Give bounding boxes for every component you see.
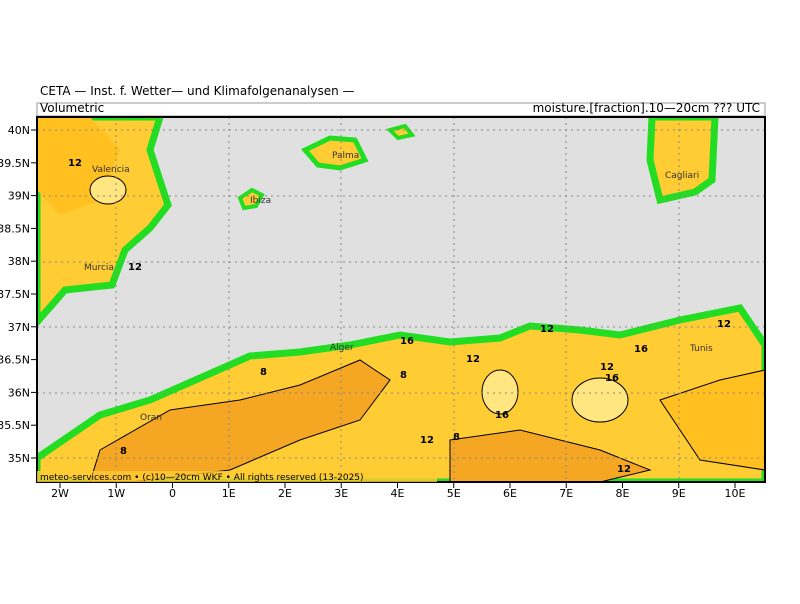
lon-label: 6E	[503, 487, 517, 500]
subtitle-right: moisture.[fraction].10—20cm ??? UTC	[533, 101, 760, 115]
lon-label: 5E	[447, 487, 461, 500]
lat-label: 40N	[8, 124, 30, 137]
lon-label: 1E	[222, 487, 236, 500]
place-label: Tunis	[689, 344, 713, 354]
contour-label: 12	[128, 262, 142, 273]
title: CETA — Inst. f. Wetter— und Klimafolgena…	[40, 84, 355, 98]
lat-label: 37.5N	[0, 288, 30, 301]
lat-label: 39N	[8, 190, 30, 203]
place-label: Palma	[332, 151, 359, 161]
place-label: Alger	[330, 343, 354, 353]
contour-label: 8	[260, 367, 267, 378]
contour-label: 16	[605, 373, 619, 384]
lon-label: 2E	[278, 487, 292, 500]
lat-label: 36.5N	[0, 354, 30, 367]
lat-label: 35.5N	[0, 419, 30, 432]
place-label: Murcia	[84, 263, 114, 273]
lat-label: 38N	[8, 255, 30, 268]
graticule	[37, 117, 765, 482]
lon-label: 2W	[51, 487, 69, 500]
contour-label: 16	[495, 410, 509, 421]
lat-label: 36N	[8, 386, 30, 399]
contour-label: 12	[717, 319, 731, 330]
place-label: Oran	[140, 413, 162, 423]
contour-label: 8	[120, 446, 127, 457]
place-label: Valencia	[92, 165, 130, 175]
lon-label: 0	[169, 487, 176, 500]
footer: meteo-services.com • (c)10—20cm WKF • Al…	[40, 473, 364, 483]
contour-label: 12	[540, 324, 554, 335]
contour-label: 16	[634, 344, 648, 355]
contour-label: 12	[600, 362, 614, 373]
contour-label: 16	[400, 336, 414, 347]
lon-label: 10E	[725, 487, 746, 500]
map	[37, 117, 765, 482]
footer-bg	[37, 471, 437, 482]
contour-label: 8	[400, 370, 407, 381]
lon-label: 7E	[559, 487, 573, 500]
lat-label: 35N	[8, 452, 30, 465]
lat-label: 39.5N	[0, 157, 30, 170]
lat-label: 38.5N	[0, 222, 30, 235]
contour-label: 12	[68, 158, 82, 169]
lon-label: 8E	[616, 487, 630, 500]
lon-label: 9E	[672, 487, 686, 500]
place-label: Cagliari	[665, 171, 699, 181]
lon-label: 3E	[334, 487, 348, 500]
lon-label: 4E	[391, 487, 405, 500]
subtitle-left: Volumetric	[40, 101, 104, 115]
contour-label: 12	[420, 435, 434, 446]
lon-label: 1W	[107, 487, 125, 500]
contour-label: 12	[617, 464, 631, 475]
contour-label: 8	[453, 432, 460, 443]
place-label: Ibiza	[250, 196, 271, 206]
contour-label: 12	[466, 354, 480, 365]
lat-label: 37N	[8, 321, 30, 334]
